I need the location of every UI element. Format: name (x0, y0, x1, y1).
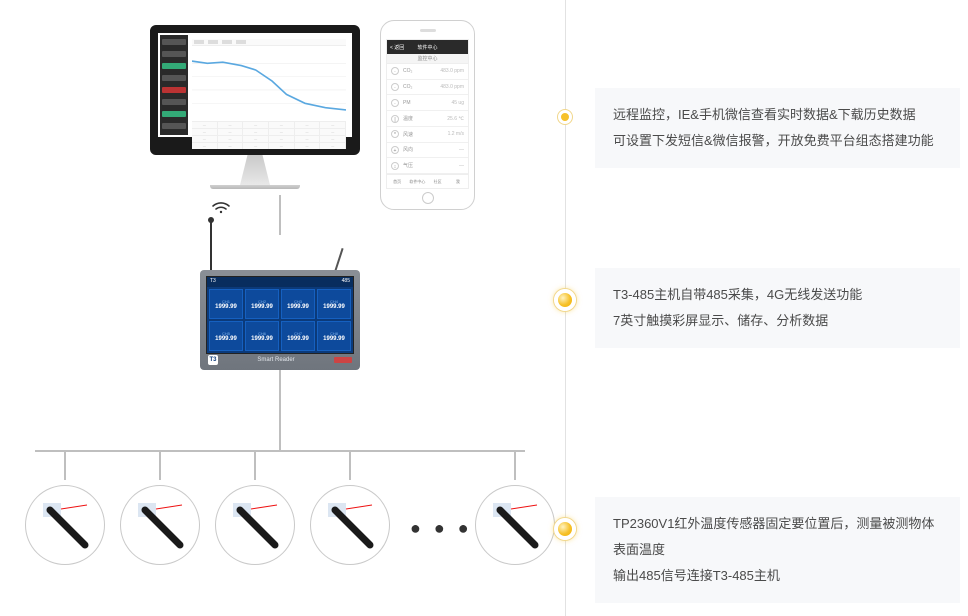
desc-line: TP2360V1红外温度传感器固定要位置后，测量被测物体表面温度 (613, 511, 942, 563)
infrared-sensor-icon (120, 485, 200, 565)
phone-back-label: < 返回 (390, 44, 404, 51)
dashboard-topbar (192, 39, 346, 46)
gateway-device: T3 485 CH11999.99CH21999.99CH31999.99CH4… (200, 230, 360, 370)
connector-line (254, 450, 256, 480)
gateway-channel-cell: CH51999.99 (209, 321, 243, 351)
desc-line: 可设置下发短信&微信报警，开放免费平台组态搭建功能 (613, 128, 942, 154)
connector-line (514, 450, 516, 480)
timeline-description: T3-485主机自带485采集，4G无线发送功能7英寸触摸彩屏显示、储存、分析数… (595, 268, 960, 348)
imac-monitor: ———————————————————————— (150, 25, 360, 195)
gateway-channel-cell: CH11999.99 (209, 289, 243, 319)
phone-tabbar: 首页软件中心社区我 (387, 174, 468, 188)
gateway-channel-cell: CH61999.99 (245, 321, 279, 351)
gateway-channel-cell: CH31999.99 (281, 289, 315, 319)
gateway-channel-grid: CH11999.99CH21999.99CH31999.99CH41999.99… (207, 287, 353, 353)
phone-title: 软件中心 (417, 44, 437, 51)
diagram-area: ———————————————————————— < 返回 软件中心 监控中心 … (0, 0, 540, 616)
gateway-channel-cell: CH81999.99 (317, 321, 351, 351)
phone-sensor-row: ↕气压— (387, 158, 468, 174)
infrared-sensor-icon (310, 485, 390, 565)
phone-sensor-row: ·PM45 ug (387, 95, 468, 111)
timeline-node-icon (554, 518, 576, 540)
phone-subheader: 监控中心 (387, 54, 468, 64)
gateway-channel-cell: CH21999.99 (245, 289, 279, 319)
gateway-channel-cell: CH71999.99 (281, 321, 315, 351)
phone-tab: 我 (448, 175, 468, 188)
timeline-column: 远程监控，IE&手机微信查看实时数据&下载历史数据可设置下发短信&微信报警，开放… (555, 0, 965, 616)
apple-logo-icon (251, 125, 259, 133)
phone-sensor-row: ·CO₂483.0 ppm (387, 80, 468, 96)
timeline-description: 远程监控，IE&手机微信查看实时数据&下载历史数据可设置下发短信&微信报警，开放… (595, 88, 960, 168)
wifi-icon (209, 190, 233, 214)
connector-line (349, 450, 351, 480)
phone-tab: 软件中心 (407, 175, 427, 188)
desc-line: 输出485信号连接T3-485主机 (613, 563, 942, 589)
desc-line: 远程监控，IE&手机微信查看实时数据&下载历史数据 (613, 102, 942, 128)
dashboard-line-chart (192, 50, 346, 117)
phone-home-button-icon (422, 192, 434, 204)
phone-header: < 返回 软件中心 (387, 40, 468, 54)
phone-tab: 社区 (428, 175, 448, 188)
phone-mockup: < 返回 软件中心 监控中心 ·CO₂483.0 ppm·CO₂483.0 pp… (380, 20, 475, 210)
connector-line (64, 450, 66, 480)
infrared-sensor-icon (25, 485, 105, 565)
connector-branch (35, 450, 525, 452)
desc-line: T3-485主机自带485采集，4G无线发送功能 (613, 282, 942, 308)
timeline-node-icon (558, 110, 572, 124)
connector-line (279, 195, 281, 235)
antenna-left (210, 220, 212, 275)
phone-sensor-row: +风向— (387, 143, 468, 159)
phone-sensor-row: *风速1.2 m/s (387, 127, 468, 143)
chart-line (192, 61, 346, 110)
ellipsis-icon: ● ● ● (410, 518, 473, 539)
connector-line (159, 450, 161, 480)
dashboard-table: ———————————————————————— (192, 121, 346, 149)
imac-screen: ———————————————————————— (150, 25, 360, 155)
gateway-titlebar: T3 485 (207, 277, 353, 287)
desc-line: 7英寸触摸彩屏显示、储存、分析数据 (613, 308, 942, 334)
phone-sensor-row: |温度25.6 ℃ (387, 111, 468, 127)
timeline-node-icon (554, 289, 576, 311)
timeline-description: TP2360V1红外温度传感器固定要位置后，测量被测物体表面温度输出485信号连… (595, 497, 960, 603)
dashboard-sidebar (160, 35, 188, 135)
phone-sensor-row: ·CO₂483.0 ppm (387, 64, 468, 80)
infrared-sensor-icon (475, 485, 555, 565)
infrared-sensor-icon (215, 485, 295, 565)
gateway-logo-icon: T3 (208, 355, 218, 365)
gateway-footer: T3 Smart Reader (206, 354, 354, 366)
gateway-channel-cell: CH41999.99 (317, 289, 351, 319)
phone-sensor-list: ·CO₂483.0 ppm·CO₂483.0 ppm·PM45 ug|温度25.… (387, 64, 468, 174)
connector-line (279, 370, 281, 450)
phone-tab: 首页 (387, 175, 407, 188)
